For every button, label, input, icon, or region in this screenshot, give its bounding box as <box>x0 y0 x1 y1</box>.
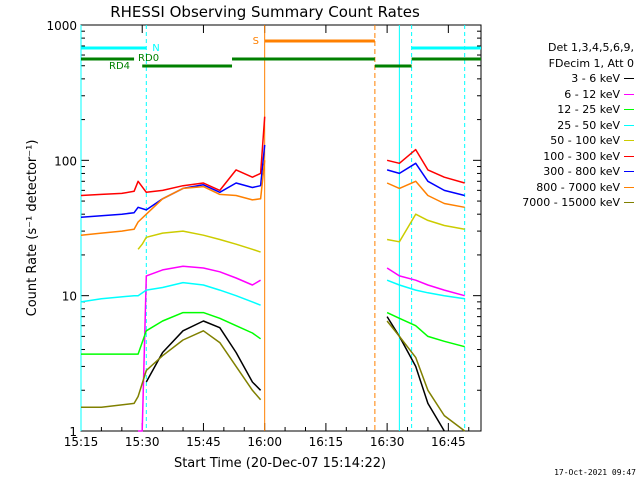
night-marker-label: N <box>152 43 159 54</box>
x-axis-label: Start Time (20-Dec-07 15:14:22) <box>174 456 386 471</box>
legend-entry-label: 25 - 50 keV <box>557 118 620 132</box>
legend-swatch <box>624 93 634 95</box>
x-tick-label: 15:30 <box>125 435 160 449</box>
legend-entry: 7000 - 15000 keV <box>484 195 634 211</box>
y-axis-label: Count Rate (s⁻¹ detector⁻¹) <box>25 140 40 317</box>
legend-entry-label: 3 - 6 keV <box>571 72 620 85</box>
legend-swatch <box>624 124 634 126</box>
y-tick-label: 1000 <box>46 19 77 33</box>
series-line <box>138 265 465 432</box>
legend-entry: 12 - 25 keV <box>484 102 634 118</box>
saa-marker-label: S <box>253 36 259 47</box>
legend-entry: 800 - 7000 keV <box>484 180 634 196</box>
legend-entry: 300 - 800 keV <box>484 164 634 180</box>
series-line <box>145 316 445 432</box>
series-line <box>80 116 465 197</box>
legend-entry: 25 - 50 keV <box>484 118 634 134</box>
series-line <box>80 160 465 236</box>
legend-entry-label: 100 - 300 keV <box>543 149 620 163</box>
rd4-marker-label: RD4 <box>109 61 130 72</box>
legend-entry: 100 - 300 keV <box>484 149 634 165</box>
x-tick-label: 16:15 <box>309 435 344 449</box>
tick-labels: 15:15 15:30 15:45 16:00 16:15 16:30 16:45 1 10 10… <box>46 19 465 449</box>
legend-entry: 3 - 6 keV <box>484 71 634 87</box>
footer-timestamp: 17-Oct-2021 09:47 <box>554 468 636 477</box>
series-line <box>137 213 465 253</box>
series-line <box>81 320 466 432</box>
legend-entry-label: 6 - 12 keV <box>564 87 620 101</box>
legend-swatch <box>624 202 634 204</box>
legend-swatch <box>624 109 634 111</box>
y-tick-label: 100 <box>54 154 77 168</box>
legend-entry-label: 50 - 100 keV <box>550 134 620 147</box>
rd0-marker-label: RD0 <box>138 53 159 64</box>
legend-swatch <box>624 171 634 173</box>
x-tick-label: 15:15 <box>64 435 99 449</box>
y-tick-label: 10 <box>62 290 77 304</box>
series-line <box>80 279 465 306</box>
legend-entry: 6 - 12 keV <box>484 87 634 103</box>
legend-entry-label: 7000 - 15000 keV <box>522 196 620 209</box>
chart-title: RHESSI Observing Summary Count Rates <box>110 3 420 21</box>
legend-entry-label: 800 - 7000 keV <box>536 180 620 194</box>
legend-swatch <box>624 140 634 142</box>
x-tick-label: 15:45 <box>186 435 221 449</box>
legend-entry-label: 300 - 800 keV <box>543 165 620 178</box>
x-tick-label: 16:45 <box>431 435 466 449</box>
legend-header-1: Det 1,3,4,5,6,9, <box>547 41 634 54</box>
legend-swatch <box>624 78 634 80</box>
legend-header-2: FDecim 1, Att 0 <box>548 56 634 70</box>
legend: Det 1,3,4,5,6,9, FDecim 1, Att 0 3 - 6 k… <box>484 40 634 211</box>
legend-entry: 50 - 100 keV <box>484 133 634 149</box>
status-bars: N S RD0 RD4 <box>80 25 481 431</box>
x-tick-label: 16:00 <box>247 435 282 449</box>
y-tick-label: 1 <box>69 425 77 439</box>
legend-swatch <box>624 155 634 157</box>
legend-entry-label: 12 - 25 keV <box>557 103 620 116</box>
legend-swatch <box>624 186 634 188</box>
series-line <box>81 311 465 355</box>
x-tick-label: 16:30 <box>370 435 405 449</box>
series-layer <box>80 116 466 432</box>
